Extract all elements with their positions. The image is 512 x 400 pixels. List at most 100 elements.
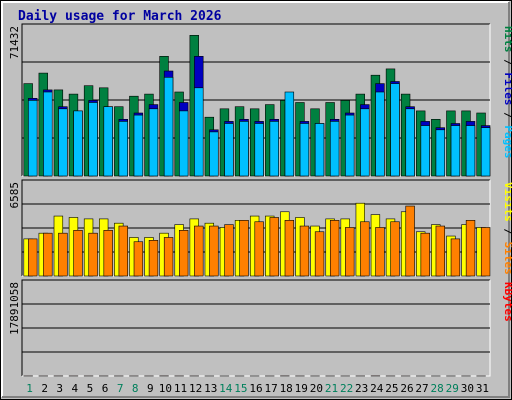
legend-separator: / [502, 53, 512, 73]
bar-sites-day-19 [299, 225, 310, 277]
labels-layer: 71432 Hits / Files / Pages 6585 Visits / Si… [8, 26, 512, 335]
x-tick-label-day-2: 2 [41, 382, 48, 395]
x-tick-label-day-16: 16 [249, 382, 262, 395]
x-tick-label-day-29: 29 [446, 382, 459, 395]
x-tick-label-day-26: 26 [400, 382, 413, 395]
x-tick-label-day-4: 4 [72, 382, 79, 395]
panel-middle-legend-label: Visits / Sites [502, 182, 512, 275]
bar-sites-day-5 [88, 232, 98, 277]
bar-sites-day-10 [163, 237, 174, 277]
bar-sites-day-17 [269, 217, 279, 277]
bar-sites-day-6 [103, 230, 113, 277]
bar-sites-day-7 [118, 225, 128, 277]
x-tick-label-day-20: 20 [310, 382, 323, 395]
bar-sites-day-24 [375, 227, 385, 277]
x-tick-label-day-30: 30 [461, 382, 474, 395]
bar-pages-day-1 [28, 100, 38, 177]
x-tick-label-day-7: 7 [117, 382, 124, 395]
bar-sites-day-31 [480, 227, 491, 277]
panel-bottom-legend-label: KBytes [502, 282, 512, 322]
bar-sites-day-14 [224, 224, 234, 277]
panel-middle-max-label: 6585 [8, 182, 21, 209]
panel-top-max-label: 71432 [8, 26, 21, 59]
x-axis-labels: 1 2 3 4 5 6 7 8 9 10 11 12 13 14 15 16 17 18 19 20 21 22 23 24 2… [26, 382, 489, 395]
bar-pages-day-13 [209, 131, 219, 177]
panels-layer [21, 23, 491, 377]
bar-pages-day-25 [390, 83, 400, 177]
x-tick-label-day-10: 10 [159, 382, 172, 395]
x-tick-label-day-12: 12 [189, 382, 202, 395]
bar-sites-day-1 [28, 238, 38, 277]
bar-pages-day-5 [88, 102, 98, 177]
bar-pages-day-12 [194, 87, 204, 177]
panel-bottom-border-dark [21, 279, 490, 376]
x-tick-label-day-24: 24 [370, 382, 384, 395]
bar-pages-day-6 [103, 106, 113, 177]
bar-pages-day-11 [179, 110, 189, 177]
legend-separator: / [502, 222, 512, 242]
panel-top-border-dark [21, 23, 490, 176]
bar-pages-day-8 [133, 114, 144, 177]
bar-sites-day-16 [254, 221, 264, 277]
bar-pages-day-22 [345, 114, 355, 177]
bar-sites-day-20 [314, 231, 325, 277]
x-tick-label-day-19: 19 [295, 382, 308, 395]
bar-sites-day-26 [405, 205, 415, 277]
legend-files: Files [502, 72, 512, 105]
x-tick-label-day-9: 9 [147, 382, 154, 395]
bar-pages-day-31 [480, 127, 491, 177]
x-tick-label-day-3: 3 [56, 382, 63, 395]
x-tick-label-day-23: 23 [355, 382, 368, 395]
bar-pages-day-24 [375, 91, 385, 177]
panel-middle-border-dark [21, 179, 490, 276]
x-tick-label-day-8: 8 [132, 382, 139, 395]
legend-kbytes: KBytes [502, 282, 512, 322]
bar-pages-day-23 [360, 108, 370, 177]
bar-pages-day-7 [118, 121, 128, 177]
bar-pages-day-26 [405, 108, 415, 177]
bar-pages-day-27 [420, 125, 430, 177]
panel-top [21, 23, 491, 177]
bar-sites-day-8 [133, 241, 144, 277]
bar-sites-day-27 [420, 232, 430, 277]
bar-pages-day-18 [284, 91, 295, 177]
bar-sites-day-11 [179, 230, 189, 277]
bar-sites-day-28 [435, 225, 446, 277]
bar-sites-day-9 [148, 240, 159, 277]
bar-pages-day-20 [314, 123, 325, 177]
bar-pages-day-16 [254, 123, 264, 177]
bar-pages-day-17 [269, 121, 279, 177]
x-tick-label-day-27: 27 [415, 382, 428, 395]
bar-sites-day-3 [58, 232, 68, 277]
x-tick-label-day-28: 28 [431, 382, 444, 395]
x-tick-label-day-22: 22 [340, 382, 353, 395]
bar-pages-day-9 [148, 108, 159, 177]
bar-sites-day-30 [465, 220, 476, 277]
legend-pages: Pages [502, 125, 512, 158]
legend-visits: Visits [502, 182, 512, 222]
bar-sites-day-13 [209, 225, 219, 277]
bar-pages-day-30 [465, 125, 476, 177]
x-tick-label-day-17: 17 [264, 382, 277, 395]
x-tick-label-day-25: 25 [385, 382, 398, 395]
x-tick-label-day-21: 21 [325, 382, 338, 395]
bar-pages-day-2 [43, 91, 53, 177]
bar-sites-day-12 [194, 225, 204, 277]
bar-sites-day-23 [360, 221, 370, 277]
x-tick-label-day-1: 1 [26, 382, 33, 395]
bar-pages-day-14 [224, 123, 234, 177]
bar-sites-day-4 [73, 230, 83, 277]
x-tick-label-day-18: 18 [280, 382, 293, 395]
panel-bottom [21, 279, 491, 377]
x-tick-label-day-31: 31 [476, 382, 489, 395]
x-tick-label-day-6: 6 [102, 382, 109, 395]
x-tick-label-day-14: 14 [219, 382, 233, 395]
x-tick-label-day-5: 5 [87, 382, 94, 395]
bar-sites-day-18 [284, 220, 295, 277]
bar-sites-day-22 [345, 227, 355, 277]
bar-pages-day-15 [239, 121, 249, 177]
x-tick-label-day-13: 13 [204, 382, 217, 395]
